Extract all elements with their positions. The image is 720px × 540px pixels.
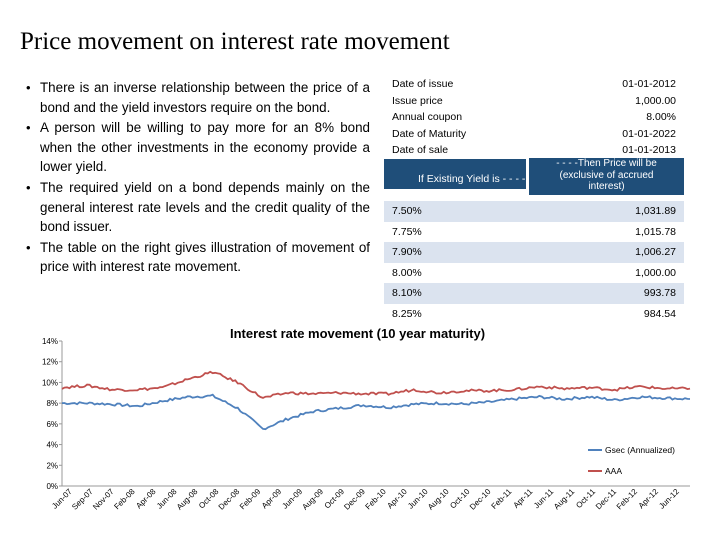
x-tick-label: Oct-11 (574, 487, 597, 510)
x-tick-label: Dec-09 (342, 487, 367, 512)
x-tick-label: Sep-07 (70, 487, 95, 512)
price-header-line: (exclusive of accrued (559, 169, 654, 181)
price-cell: 1,031.89 (635, 205, 676, 218)
yield-cell: 7.50% (392, 205, 422, 218)
detail-label: Date of Maturity (392, 127, 467, 140)
chart-title: Interest rate movement (10 year maturity… (230, 326, 486, 341)
yield-header-label: If Existing Yield is - - - - (418, 173, 526, 185)
x-tick-label: Apr-12 (637, 487, 661, 511)
x-tick-label: Dec-10 (468, 487, 493, 512)
yield-cell: 8.10% (392, 287, 422, 300)
bond-detail-row: Date of sale 01-01-2013 (384, 142, 684, 159)
x-tick-label: Apr-08 (134, 487, 158, 511)
bond-detail-row: Date of issue 01-01-2012 (384, 76, 684, 93)
y-tick-label: 4% (46, 441, 58, 450)
x-tick-label: Feb-09 (238, 487, 263, 512)
detail-value: 01-01-2013 (622, 144, 676, 157)
yield-cell: 8.00% (392, 266, 422, 279)
price-header-line: - - - -Then Price will be (556, 158, 657, 169)
y-tick-label: 10% (42, 378, 58, 387)
price-cell: 993.78 (643, 287, 676, 300)
x-tick-label: Feb-10 (364, 487, 389, 512)
x-tick-label: Aug-11 (552, 487, 577, 512)
x-tick-label: Nov-07 (91, 487, 116, 512)
x-tick-label: Aug-09 (300, 487, 325, 512)
x-tick-label: Aug-08 (175, 487, 200, 512)
detail-label: Annual coupon (392, 111, 463, 124)
detail-label: Date of sale (392, 144, 449, 157)
price-row: 7.50% 1,031.89 (384, 201, 684, 222)
detail-label: Date of issue (392, 78, 454, 91)
price-row: 8.25% 984.54 (384, 304, 684, 325)
yield-cell: 7.75% (392, 225, 422, 238)
price-row: 8.00% 1,000.00 (384, 263, 684, 284)
bond-detail-row: Annual coupon 8.00% (384, 109, 684, 126)
series-line-aaa (61, 370, 691, 399)
price-header-line: interest) (588, 181, 625, 192)
x-tick-label: Apr-11 (511, 487, 534, 510)
x-tick-label: Apr-10 (385, 487, 409, 511)
price-cell: 1,015.78 (635, 225, 676, 238)
bullet-item: The required yield on a bond depends mai… (26, 178, 370, 237)
x-tick-label: Jun-12 (657, 487, 681, 511)
slide-title: Price movement on interest rate movement (20, 28, 450, 55)
interest-rate-chart: 0%2%4%6%8%10%12%14%Jun-07Sep-07Nov-07Feb… (42, 337, 691, 512)
x-tick-label: Jun-11 (532, 487, 556, 511)
bullet-item: The table on the right gives illustratio… (26, 238, 370, 277)
price-cell: 984.54 (643, 307, 676, 320)
x-tick-label: Feb-08 (112, 487, 137, 512)
x-tick-label: Aug-10 (426, 487, 451, 512)
detail-value: 1,000.00 (635, 94, 676, 107)
x-tick-label: Dec-08 (217, 487, 242, 512)
bullet-list: There is an inverse relationship between… (26, 78, 370, 278)
x-tick-label: Dec-11 (594, 487, 619, 512)
yield-column-header: If Existing Yield is - - - - (384, 159, 526, 189)
price-row: 7.75% 1,015.78 (384, 222, 684, 243)
x-tick-label: Apr-09 (260, 487, 284, 511)
y-tick-label: 6% (46, 420, 58, 429)
detail-value: 8.00% (646, 111, 676, 124)
bullet-item: There is an inverse relationship between… (26, 78, 370, 117)
y-tick-label: 2% (46, 461, 58, 470)
x-tick-label: Feb-11 (490, 487, 514, 511)
price-row: 7.90% 1,006.27 (384, 242, 684, 263)
price-cell: 1,000.00 (635, 266, 676, 279)
y-tick-label: 14% (42, 337, 58, 346)
detail-value: 01-01-2012 (622, 78, 676, 91)
legend-label: Gsec (Annualized) (605, 445, 675, 455)
price-cell: 1,006.27 (635, 246, 676, 259)
price-column-header: - - - -Then Price will be (exclusive of … (529, 158, 684, 195)
yield-cell: 8.25% (392, 307, 422, 320)
series-line-gsec (61, 393, 691, 431)
legend-label: AAA (605, 466, 622, 476)
bond-detail-row: Issue price 1,000.00 (384, 93, 684, 110)
x-tick-label: Feb-12 (615, 487, 640, 512)
y-tick-label: 0% (46, 482, 58, 491)
detail-label: Issue price (392, 94, 443, 107)
price-row: 8.10% 993.78 (384, 283, 684, 304)
y-tick-label: 12% (42, 358, 58, 367)
bullet-item: A person will be willing to pay more for… (26, 118, 370, 177)
bond-detail-row: Date of Maturity 01-01-2022 (384, 126, 684, 143)
bond-price-table: Date of issue 01-01-2012 Issue price 1,0… (384, 76, 684, 320)
detail-value: 01-01-2022 (622, 127, 676, 140)
yield-cell: 7.90% (392, 246, 422, 259)
y-tick-label: 8% (46, 399, 58, 408)
